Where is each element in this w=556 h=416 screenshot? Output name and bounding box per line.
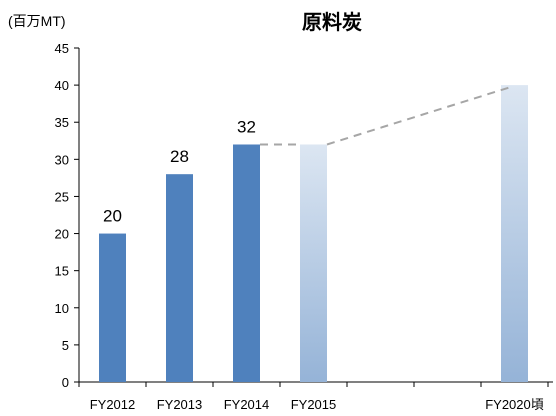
y-tick-label: 5	[62, 338, 69, 353]
bar-fy2013	[166, 174, 193, 382]
x-tick-label: FY2012	[90, 397, 136, 412]
x-tick-label: FY2013	[157, 397, 203, 412]
bar-fy2014	[233, 144, 260, 382]
y-tick-label: 10	[55, 301, 69, 316]
trend-line	[260, 86, 511, 146]
x-tick-label: FY2020頃	[485, 397, 544, 412]
y-tick-label: 35	[55, 115, 69, 130]
y-axis-unit-label: (百万MT)	[8, 13, 66, 29]
bar-fy2012	[99, 233, 126, 382]
bar-fy2015	[300, 144, 327, 382]
data-label: 32	[237, 117, 256, 136]
data-label: 28	[170, 147, 189, 166]
data-label: 20	[103, 207, 122, 226]
bar-fy2020	[501, 85, 528, 382]
y-tick-label: 15	[55, 264, 69, 279]
chart-title: 原料炭	[302, 12, 362, 34]
x-tick-label: FY2014	[224, 397, 270, 412]
y-tick-label: 45	[55, 41, 69, 56]
x-tick-label: FY2015	[291, 397, 337, 412]
y-tick-label: 25	[55, 189, 69, 204]
y-tick-label: 0	[62, 375, 69, 390]
y-tick-label: 30	[55, 152, 69, 167]
y-tick-label: 40	[55, 78, 69, 93]
y-tick-label: 20	[55, 227, 69, 242]
